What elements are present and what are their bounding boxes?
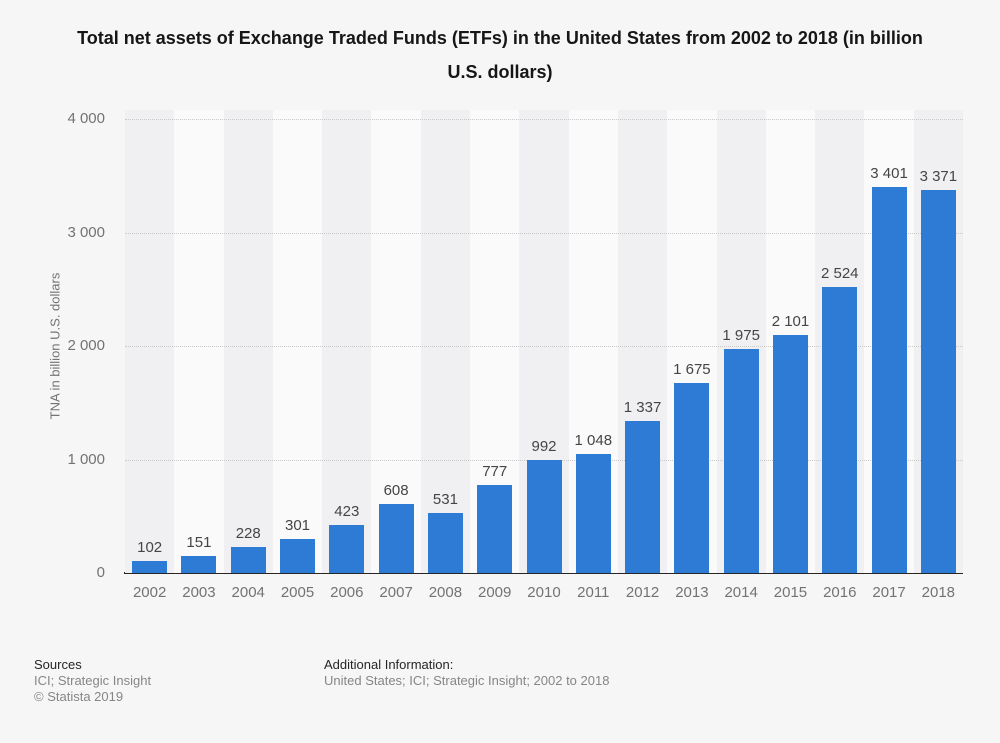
column-band-2004 bbox=[223, 110, 273, 573]
gridline-4000 bbox=[125, 119, 963, 120]
x-tick-label-2012: 2012 bbox=[625, 584, 660, 601]
x-tick-label-2005: 2005 bbox=[280, 584, 315, 601]
y-tick-label-3000: 3 000 bbox=[67, 223, 105, 241]
bar-2017 bbox=[871, 186, 907, 573]
gridline-3000 bbox=[125, 232, 963, 234]
bar-2006 bbox=[329, 524, 365, 573]
bar-value-label-2008: 531 bbox=[432, 490, 458, 508]
additional-info-line: United States; ICI; Strategic Insight; 2… bbox=[324, 673, 610, 688]
bar-value-label-2005: 301 bbox=[285, 516, 311, 534]
x-tick-label-2004: 2004 bbox=[231, 584, 265, 601]
x-tick-label-2017: 2017 bbox=[872, 584, 906, 601]
y-tick-label-4000: 4 000 bbox=[67, 110, 105, 127]
bar-value-label-2011: 1 048 bbox=[574, 432, 613, 450]
column-band-2002 bbox=[125, 110, 175, 573]
bar-value-label-2009: 777 bbox=[482, 462, 508, 480]
sources-block: Sources ICI; Strategic Insight © Statist… bbox=[34, 657, 151, 705]
x-tick-label-2011: 2011 bbox=[577, 584, 610, 601]
y-tick-label-0: 0 bbox=[96, 564, 105, 581]
x-tick-label-2009: 2009 bbox=[478, 584, 512, 601]
x-tick-label-2007: 2007 bbox=[379, 584, 413, 601]
bar-2009 bbox=[477, 484, 513, 573]
bar-2013 bbox=[674, 382, 710, 573]
bar-2016 bbox=[822, 286, 858, 573]
bar-value-label-2006: 423 bbox=[334, 502, 360, 520]
y-tick-label-2000: 2 000 bbox=[67, 337, 105, 354]
bar-value-label-2017: 3 401 bbox=[870, 164, 908, 182]
column-band-2016 bbox=[815, 110, 865, 573]
column-band-2011 bbox=[568, 110, 618, 573]
x-tick-label-2015: 2015 bbox=[773, 584, 808, 601]
bar-value-label-2015: 2 101 bbox=[771, 312, 810, 330]
x-tick-label-2002: 2002 bbox=[132, 584, 167, 601]
column-band-2014 bbox=[716, 110, 766, 573]
bar-value-label-2003: 151 bbox=[186, 533, 212, 551]
gridline-2000 bbox=[125, 346, 963, 347]
additional-info-heading: Additional Information: bbox=[324, 657, 454, 672]
bar-2002 bbox=[132, 561, 168, 573]
y-axis-title: TNA in billion U.S. dollars bbox=[47, 272, 63, 420]
column-band-2010 bbox=[519, 110, 569, 573]
x-axis-line bbox=[124, 572, 963, 574]
column-band-2015 bbox=[765, 110, 816, 573]
bar-value-label-2004: 228 bbox=[235, 525, 261, 543]
x-tick-label-2018: 2018 bbox=[921, 584, 956, 601]
bar-2007 bbox=[378, 503, 414, 573]
column-band-2007 bbox=[371, 110, 421, 573]
x-tick-label-2010: 2010 bbox=[527, 584, 561, 601]
bar-2018 bbox=[920, 190, 956, 573]
x-tick-label-2014: 2014 bbox=[724, 584, 758, 601]
bar-2015 bbox=[772, 334, 808, 573]
bar-value-label-2013: 1 675 bbox=[673, 360, 711, 378]
column-band-2006 bbox=[322, 110, 372, 573]
bar-value-label-2010: 992 bbox=[531, 438, 557, 456]
column-band-2003 bbox=[174, 110, 224, 573]
bar-2005 bbox=[280, 538, 316, 573]
x-tick-label-2016: 2016 bbox=[823, 584, 857, 601]
bar-value-label-2018: 3 371 bbox=[919, 168, 958, 186]
column-band-2008 bbox=[420, 110, 471, 573]
bar-2003 bbox=[181, 555, 217, 573]
bar-2004 bbox=[230, 547, 266, 573]
x-tick-label-2008: 2008 bbox=[428, 584, 463, 601]
x-tick-label-2003: 2003 bbox=[182, 584, 216, 601]
gridline-1000 bbox=[125, 459, 963, 461]
y-tick-label-1000: 1 000 bbox=[67, 450, 105, 468]
bar-value-label-2007: 608 bbox=[383, 481, 409, 499]
bar-value-label-2016: 2 524 bbox=[820, 264, 859, 282]
bar-value-label-2002: 102 bbox=[137, 539, 163, 557]
column-band-2013 bbox=[667, 110, 717, 573]
copyright-line: © Statista 2019 bbox=[34, 689, 124, 704]
column-band-2017 bbox=[864, 110, 914, 573]
chart-title: Total net assets of Exchange Traded Fund… bbox=[77, 28, 923, 82]
bar-2010 bbox=[526, 460, 562, 573]
bar-2014 bbox=[723, 348, 759, 573]
x-tick-label-2013: 2013 bbox=[675, 584, 709, 601]
bar-2012 bbox=[625, 421, 661, 573]
additional-info-block: Additional Information: United States; I… bbox=[324, 657, 609, 689]
bar-2011 bbox=[575, 454, 611, 573]
column-band-2009 bbox=[470, 110, 520, 573]
bar-value-label-2014: 1 975 bbox=[722, 326, 760, 344]
sources-heading: Sources bbox=[34, 657, 82, 672]
bar-value-label-2012: 1 337 bbox=[623, 399, 662, 417]
column-band-2005 bbox=[272, 110, 323, 573]
column-band-2012 bbox=[617, 110, 668, 573]
bar-2008 bbox=[427, 512, 463, 573]
column-band-2018 bbox=[913, 110, 963, 573]
x-tick-label-2006: 2006 bbox=[330, 584, 364, 601]
sources-line: ICI; Strategic Insight bbox=[34, 673, 152, 688]
